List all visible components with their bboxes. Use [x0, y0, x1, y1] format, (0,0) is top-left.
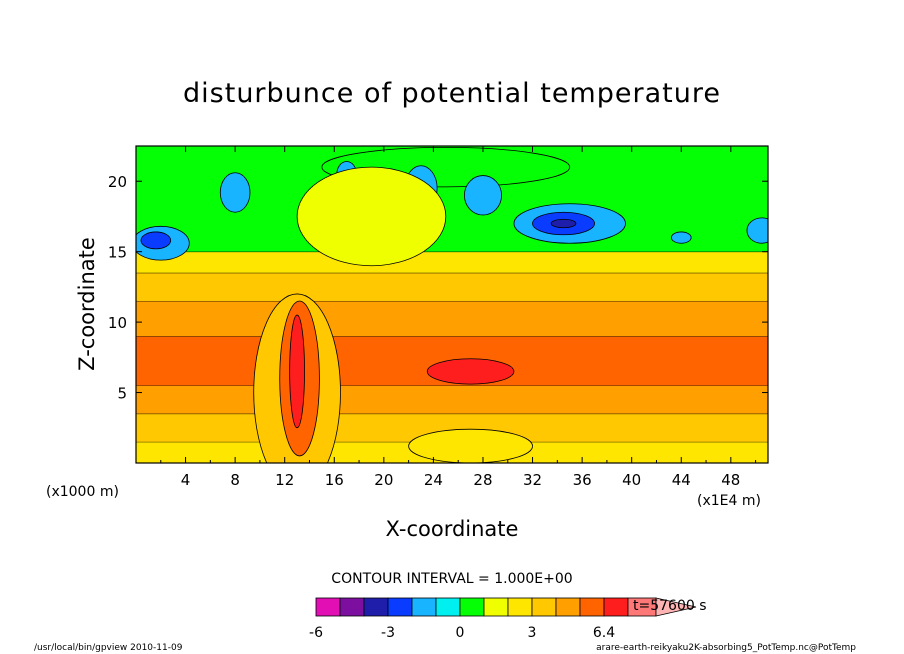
x-unit-label: (x1E4 m) [697, 493, 761, 509]
y-unit-label: (x1000 m) [46, 484, 119, 500]
navy-mid [550, 218, 577, 229]
red-blob [426, 358, 515, 385]
y-axis-ticks: 5 10 15 20 [108, 173, 768, 403]
colorbar [315, 597, 697, 617]
colorbar-label: 0 [456, 625, 465, 641]
time-label: t=57600 s [633, 598, 707, 614]
x-axis-label: X-coordinate [386, 517, 519, 541]
colorbar-box-10 [555, 597, 581, 617]
colorbar-label: 6.4 [593, 625, 615, 641]
x-axis-ticks: 4 8 12 16 20 24 28 32 36 40 44 48 [160, 146, 757, 489]
colorbar-labels: -6 -3 0 3 6.4 [309, 625, 615, 641]
yellow-patch-low [408, 428, 533, 463]
x-tick-label: 36 [573, 471, 592, 489]
yellow-upper [296, 166, 447, 267]
x-tick-label: 24 [424, 471, 443, 489]
x-tick-label: 44 [672, 471, 691, 489]
colorbar-box-2 [363, 597, 389, 617]
footer-right: arare-earth-reikyaku2K-absorbing5_PotTem… [596, 643, 856, 653]
plot-area [136, 146, 768, 463]
colorbar-arrow [655, 597, 697, 617]
colorbar-label: -6 [309, 625, 323, 641]
x-tick-label: 12 [275, 471, 294, 489]
colorbar-label: -3 [381, 625, 395, 641]
colorbar-box-7 [483, 597, 509, 617]
plot-frame [135, 145, 769, 464]
y-tick-label: 15 [108, 244, 127, 262]
band-5 [136, 272, 768, 301]
colorbar-box-11 [579, 597, 605, 617]
y-tick-label: 5 [117, 385, 127, 403]
contour-features [136, 147, 768, 463]
colorbar-box-5 [435, 597, 461, 617]
colorbar-box-1 [339, 597, 365, 617]
footer-left: /usr/local/bin/gpview 2010-11-09 [34, 643, 183, 653]
x-tick-label: 48 [721, 471, 740, 489]
colorbar-box-3 [387, 597, 413, 617]
colorbar-box-8 [507, 597, 533, 617]
colorbar-box-6 [459, 597, 485, 617]
tower-red [289, 314, 305, 429]
x-tick-label: 32 [523, 471, 542, 489]
x-tick-label: 28 [473, 471, 492, 489]
band-2 [136, 385, 768, 414]
cyan-upper-c [219, 172, 251, 213]
colorbar-box-12 [603, 597, 629, 617]
x-tick-label: 8 [230, 471, 240, 489]
cyan-upper-b [463, 175, 502, 216]
colorbar-box-4 [411, 597, 437, 617]
x-tick-label: 20 [374, 471, 393, 489]
x-tick-label: 16 [325, 471, 344, 489]
chart-title: disturbunce of potential temperature [183, 78, 721, 109]
colorbar-box-0 [315, 597, 341, 617]
y-tick-label: 10 [108, 314, 127, 332]
y-axis-label: Z-coordinate [75, 237, 99, 371]
y-tick-label: 20 [108, 173, 127, 191]
cyan-right [746, 217, 768, 244]
colorbar-label: 3 [528, 625, 537, 641]
contour-interval-text: CONTOUR INTERVAL = 1.000E+00 [331, 571, 572, 587]
band-6 [136, 251, 768, 273]
blue-left [140, 231, 172, 250]
x-tick-label: 4 [181, 471, 191, 489]
cyan-upper-e [670, 231, 692, 244]
colorbar-box-9 [531, 597, 557, 617]
x-tick-label: 40 [622, 471, 641, 489]
band-4 [136, 300, 768, 337]
